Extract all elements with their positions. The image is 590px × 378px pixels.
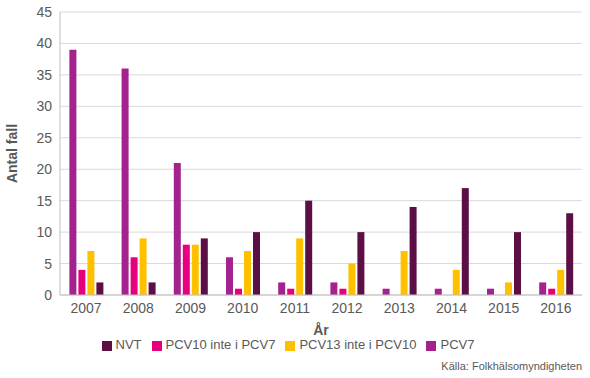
svg-text:5: 5 [44,256,52,272]
svg-text:20: 20 [36,161,52,177]
svg-text:40: 40 [36,35,52,51]
svg-text:Antal fall: Antal fall [8,124,20,183]
svg-text:2012: 2012 [332,300,363,316]
svg-text:35: 35 [36,67,52,83]
svg-text:2014: 2014 [436,300,467,316]
html-text:PCV7: PCV7 [440,337,475,352]
svg-text:2016: 2016 [540,300,571,316]
svg-text:45: 45 [36,4,52,20]
svg-text:2011: 2011 [280,300,310,316]
svg-text:År: År [313,322,329,338]
svg-text:30: 30 [36,98,52,114]
svg-text:2009: 2009 [175,300,206,316]
svg-text:10: 10 [36,224,52,240]
html-text:PCV10 inte i PCV7: PCV10 inte i PCV7 [165,337,276,352]
svg-text:2015: 2015 [488,300,519,316]
html-text:NVT: NVT [115,337,142,352]
svg-text:0: 0 [44,287,52,303]
svg-text:25: 25 [36,130,52,146]
svg-text:2010: 2010 [227,300,258,316]
svg-text:2007: 2007 [71,300,102,316]
svg-text:2008: 2008 [123,300,154,316]
html-text:PCV13 inte i PCV10: PCV13 inte i PCV10 [299,337,417,352]
svg-text:2013: 2013 [384,300,415,316]
html-text:Källa: Folkhälsomyndigheten: Källa: Folkhälsomyndigheten [441,360,582,372]
svg-text:15: 15 [36,193,52,209]
